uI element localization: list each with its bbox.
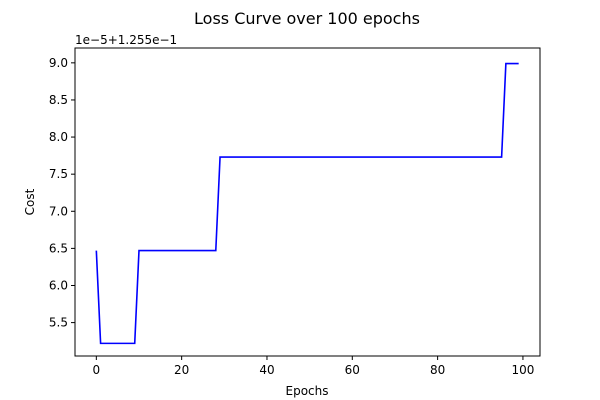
y-tick-label: 6.0	[49, 278, 68, 292]
y-axis-label: Cost	[23, 188, 37, 215]
x-tick-label: 60	[345, 363, 360, 377]
y-tick-label: 7.5	[49, 167, 68, 181]
x-tick-label: 80	[430, 363, 445, 377]
y-axis-offset-label: 1e−5+1.255e−1	[75, 33, 177, 47]
x-axis-label: Epochs	[286, 384, 329, 398]
plot-area	[74, 47, 541, 357]
x-axis-ticks: 0 20 40 60 80 100	[93, 356, 534, 377]
loss-series-line	[95, 62, 519, 345]
y-tick-label: 8.5	[49, 93, 68, 107]
y-tick-label: 7.0	[49, 204, 68, 218]
chart-title: Loss Curve over 100 epochs	[194, 9, 420, 28]
y-tick-label: 8.0	[49, 130, 68, 144]
x-tick-label: 0	[93, 363, 101, 377]
y-tick-label: 9.0	[49, 56, 68, 70]
x-tick-label: 100	[511, 363, 534, 377]
x-tick-label: 40	[259, 363, 274, 377]
y-axis-ticks: 5.5 6.0 6.5 7.0 7.5 8.0 8.5 9.0	[49, 56, 75, 330]
x-tick-label: 20	[174, 363, 189, 377]
y-tick-label: 6.5	[49, 241, 68, 255]
y-tick-label: 5.5	[49, 316, 68, 330]
series-layer	[95, 62, 519, 345]
plot-frame	[74, 47, 541, 357]
